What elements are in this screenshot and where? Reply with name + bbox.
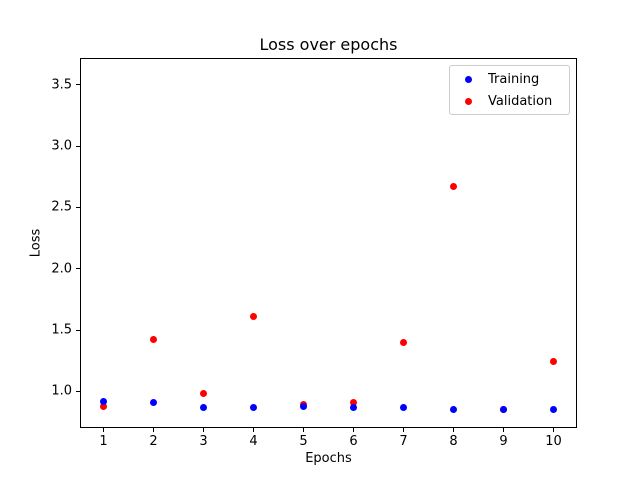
legend-item-validation: Validation [450,90,569,112]
x-tick-mark [253,428,254,432]
data-point-training [150,398,157,406]
data-point-validation [150,336,157,344]
data-point-training [300,402,307,410]
x-tick-label: 4 [249,434,258,449]
y-tick-label: 3.0 [51,138,72,154]
x-tick-label: 1 [99,434,108,449]
x-tick-mark [503,428,504,432]
x-tick-label: 7 [399,434,408,449]
data-point-validation [400,338,407,346]
data-point-training [500,406,507,414]
data-point-training [550,406,557,414]
y-tick-label: 2.5 [51,199,72,215]
x-tick-label: 3 [199,434,208,449]
y-tick-mark [76,84,80,86]
data-point-training [450,406,457,414]
data-point-validation [100,402,107,410]
data-point-validation [250,313,257,321]
y-tick-mark [76,268,80,270]
x-tick-mark [153,428,154,432]
y-tick-label: 2.0 [51,261,72,277]
data-point-validation [200,390,207,398]
x-tick-mark [303,428,304,432]
data-point-training [400,403,407,411]
y-tick-label: 1.5 [51,322,72,338]
legend-item-training: Training [450,68,569,90]
x-axis-label: Epochs [305,451,352,466]
x-tick-mark [203,428,204,432]
chart-title: Loss over epochs [259,35,398,54]
x-tick-label: 6 [349,434,358,449]
x-tick-mark [103,428,104,432]
data-point-training [250,403,257,411]
y-tick-mark [76,390,80,392]
legend-label-validation: Validation [488,93,553,109]
x-tick-label: 9 [499,434,508,449]
y-tick-label: 1.0 [51,383,72,399]
x-tick-label: 5 [299,434,308,449]
plot-area: Training Validation 1 2 3 4 5 6 7 8 9 10 1.0 1.5 2.0… [51,58,577,449]
data-point-validation [550,358,557,366]
data-point-validation [350,398,357,406]
y-tick-mark [76,206,80,208]
y-tick-mark [76,329,80,331]
validation-marker-icon [465,97,472,105]
x-tick-mark [453,428,454,432]
data-point-training [200,403,207,411]
y-axis-label: Loss [28,228,44,258]
data-point-training [350,403,357,411]
x-tick-mark [403,428,404,432]
training-marker-icon [465,75,472,83]
x-tick-mark [553,428,554,432]
y-tick-label: 3.5 [51,77,72,93]
data-point-training [100,397,107,405]
y-tick-mark [76,145,80,147]
x-tick-label: 10 [545,434,562,449]
x-tick-label: 2 [149,434,158,449]
legend-label-training: Training [488,71,540,87]
data-point-validation [450,183,457,191]
legend: Training Validation [449,65,570,115]
x-tick-mark [353,428,354,432]
x-tick-label: 8 [449,434,458,449]
